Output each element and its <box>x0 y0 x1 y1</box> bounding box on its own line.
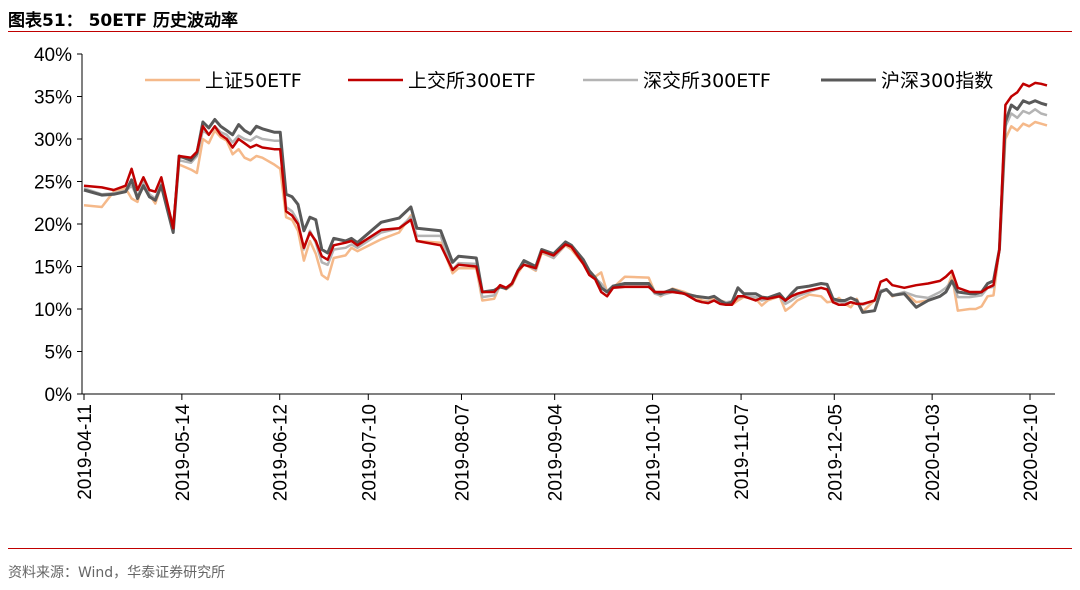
source-note: 资料来源：Wind，华泰证券研究所 <box>8 565 226 581</box>
legend-label: 沪深300指数 <box>881 70 993 92</box>
y-tick-label: 30% <box>34 130 72 151</box>
series-line-1 <box>83 81 1048 307</box>
y-tick-label: 20% <box>34 215 72 236</box>
bottom-divider <box>8 548 1072 549</box>
x-tick-label: 2019-07-10 <box>359 404 380 501</box>
x-tick-label: 2019-08-07 <box>452 404 473 501</box>
volatility-line-chart: 0%5%10%15%20%25%30%35%40% 2019-04-11 2019… <box>34 45 1055 502</box>
x-tick-label: 2019-11-07 <box>732 404 753 500</box>
x-tick-label: 2020-02-10 <box>1021 404 1042 501</box>
x-tick-label: 2019-05-14 <box>173 404 194 502</box>
y-axis: 0% 5% 10% 15% 20% 25% 30% 35% 40% <box>34 45 83 406</box>
x-tick-label: 2019-10-10 <box>644 404 665 501</box>
y-tick-label: 15% <box>34 258 72 279</box>
x-tick-label: 2020-01-03 <box>923 404 944 501</box>
x-axis: 2019-04-11 2019-05-14 2019-06-12 2019-07-10… <box>75 393 1055 502</box>
y-tick-label: 0% <box>45 385 73 406</box>
legend-label: 上证50ETF <box>205 70 302 92</box>
legend: 上证50ETF 上交所300ETF 深交所300ETF 沪深300指数 <box>145 70 993 92</box>
x-tick-label: 2019-09-04 <box>546 404 567 502</box>
legend-label: 深交所300ETF <box>643 70 771 92</box>
series-line-2 <box>83 108 1048 307</box>
legend-label: 上交所300ETF <box>408 70 536 92</box>
y-tick-label: 40% <box>34 45 72 66</box>
y-tick-label: 10% <box>34 300 72 321</box>
y-tick-label: 25% <box>34 173 72 194</box>
y-tick-label: 5% <box>45 343 73 364</box>
series-line-3 <box>83 99 1048 314</box>
series-lines <box>83 81 1048 314</box>
x-tick-label: 2019-04-11 <box>75 404 96 500</box>
series-line-0 <box>83 120 1048 313</box>
top-divider <box>8 31 1072 32</box>
x-tick-label: 2019-06-12 <box>271 404 292 501</box>
x-tick-label: 2019-12-05 <box>825 404 846 501</box>
y-tick-label: 35% <box>34 88 72 109</box>
figure-title: 图表51： 50ETF 历史波动率 <box>8 11 238 31</box>
